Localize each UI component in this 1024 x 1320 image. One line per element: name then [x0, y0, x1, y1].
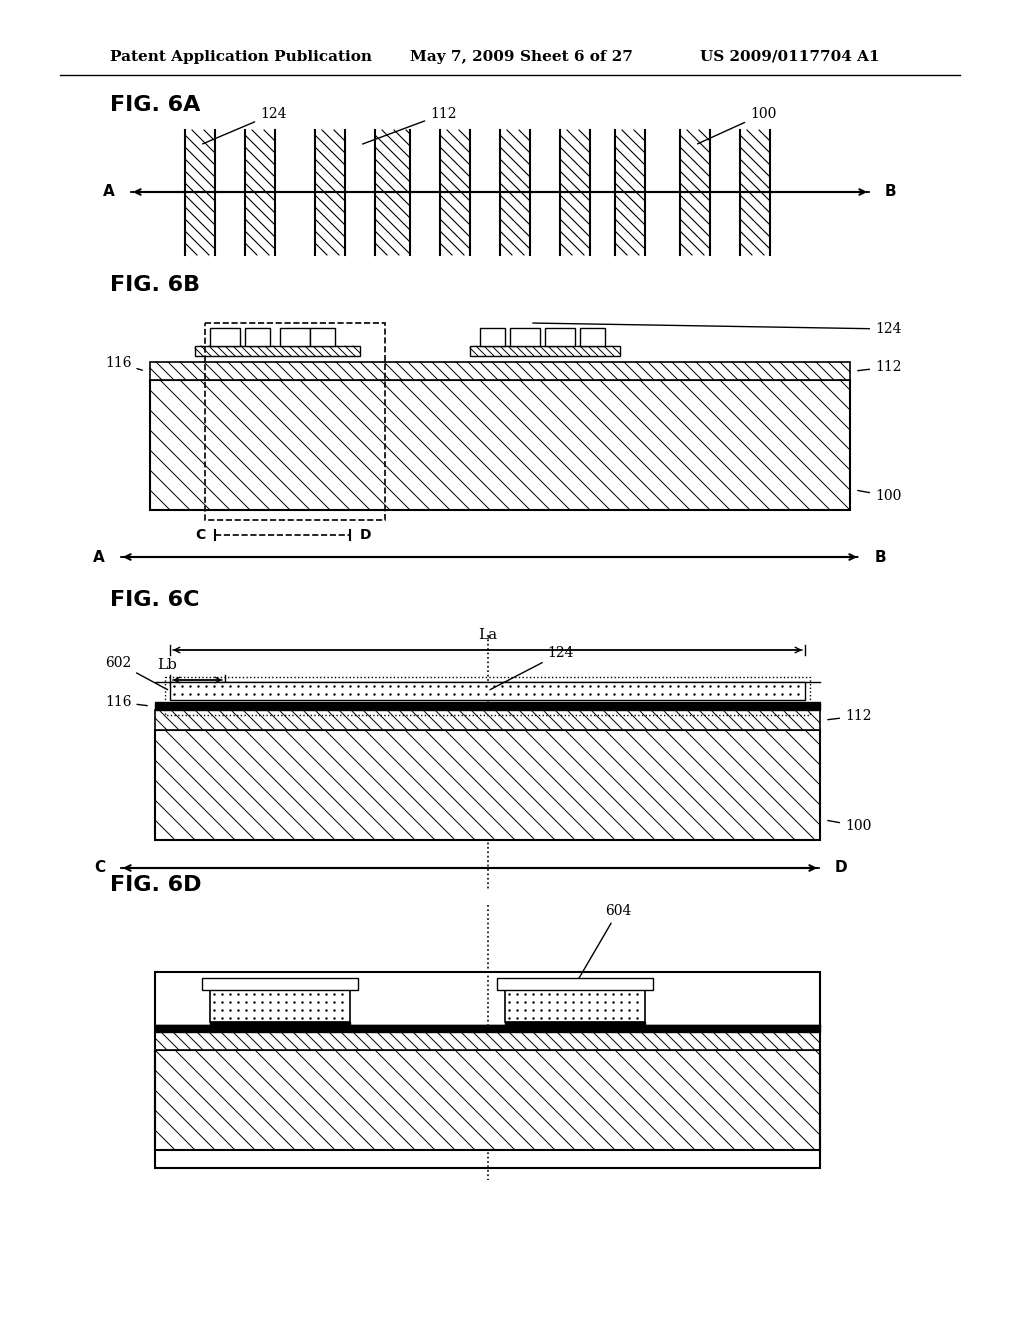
Bar: [195, 346, 360, 356]
Text: FIG. 6B: FIG. 6B: [110, 275, 200, 294]
Bar: [210, 1022, 350, 1028]
Text: C: C: [195, 528, 205, 543]
Bar: [170, 682, 805, 700]
Text: 124: 124: [532, 322, 901, 337]
Bar: [497, 978, 653, 990]
Bar: [155, 1032, 820, 1049]
Bar: [505, 990, 645, 1022]
Bar: [155, 710, 820, 730]
Text: FIG. 6A: FIG. 6A: [110, 95, 201, 115]
Text: Sheet 6 of 27: Sheet 6 of 27: [520, 50, 633, 63]
Text: 100: 100: [827, 818, 871, 833]
Text: D: D: [360, 528, 372, 543]
Bar: [155, 730, 820, 840]
Bar: [580, 327, 605, 346]
Bar: [245, 327, 270, 346]
Text: 112: 112: [858, 360, 901, 374]
Text: May 7, 2009: May 7, 2009: [410, 50, 514, 63]
Bar: [280, 327, 310, 346]
Bar: [505, 1022, 645, 1028]
Text: 112: 112: [362, 107, 457, 144]
Text: B: B: [885, 185, 897, 199]
Text: D: D: [835, 861, 848, 875]
Bar: [155, 972, 820, 1168]
Text: 124: 124: [203, 107, 287, 144]
Bar: [155, 702, 820, 710]
Text: 100: 100: [697, 107, 776, 144]
Bar: [470, 346, 620, 356]
Text: 124: 124: [489, 645, 574, 690]
Text: 604: 604: [577, 904, 632, 982]
Bar: [205, 323, 385, 520]
Bar: [480, 327, 505, 346]
Bar: [155, 1026, 820, 1032]
Text: Patent Application Publication: Patent Application Publication: [110, 50, 372, 63]
Bar: [210, 990, 350, 1022]
Bar: [210, 327, 240, 346]
Bar: [545, 327, 575, 346]
Bar: [310, 327, 335, 346]
Text: C: C: [94, 861, 105, 875]
Text: 112: 112: [827, 709, 871, 723]
Bar: [155, 1049, 820, 1150]
Bar: [510, 327, 540, 346]
Text: 116: 116: [105, 356, 142, 370]
Text: A: A: [103, 185, 115, 199]
Text: FIG. 6C: FIG. 6C: [110, 590, 200, 610]
Bar: [165, 677, 810, 715]
Text: 602: 602: [105, 656, 168, 689]
Text: A: A: [93, 549, 105, 565]
Text: US 2009/0117704 A1: US 2009/0117704 A1: [700, 50, 880, 63]
Text: La: La: [478, 628, 497, 642]
Text: 100: 100: [858, 488, 901, 503]
Bar: [150, 380, 850, 510]
Text: B: B: [874, 549, 887, 565]
Text: 116: 116: [105, 696, 147, 709]
Text: FIG. 6D: FIG. 6D: [110, 875, 202, 895]
Bar: [150, 362, 850, 380]
Bar: [202, 978, 358, 990]
Text: Lb: Lb: [157, 657, 177, 672]
